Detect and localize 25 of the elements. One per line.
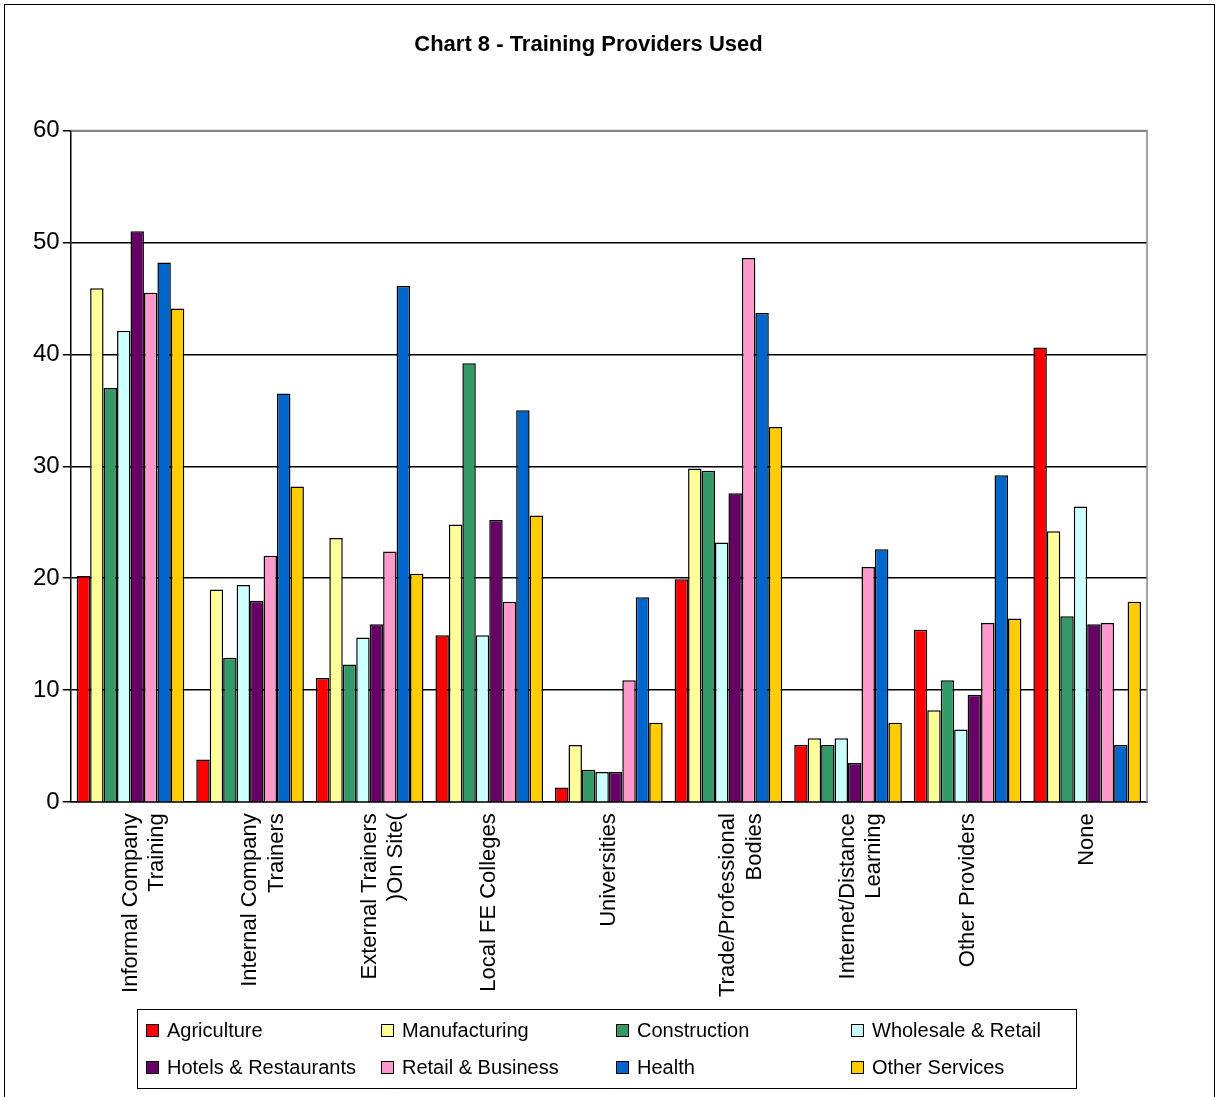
y-tick-label: 20 xyxy=(32,562,60,590)
x-tick-label: Universities xyxy=(594,813,620,927)
legend-label: Retail & Business xyxy=(402,1056,559,1079)
x-tick-label: Informal Company Training xyxy=(116,813,168,993)
legend-label: Construction xyxy=(637,1019,750,1042)
x-tick-label: Other Providers xyxy=(953,813,979,968)
legend-label: Other Services xyxy=(872,1056,1005,1079)
x-tick-label: Internal Company Trainers xyxy=(236,813,288,987)
x-tick-label: Local FE Colleges xyxy=(475,813,501,992)
y-tick-label: 50 xyxy=(32,226,60,254)
legend-label: Manufacturing xyxy=(402,1019,529,1042)
x-tick-label: Internet/Distance Learning xyxy=(834,813,886,980)
y-tick-label: 40 xyxy=(32,338,60,366)
y-tick-label: 0 xyxy=(46,786,60,814)
y-tick-label: 10 xyxy=(32,674,60,702)
chart-title: Chart 8 - Training Providers Used xyxy=(414,31,763,57)
x-tick-label: None xyxy=(1073,813,1099,866)
y-tick-label: 30 xyxy=(32,450,60,478)
y-tick-label: 60 xyxy=(32,115,60,143)
legend-label: Health xyxy=(637,1056,695,1079)
x-tick-label: Trade/Professional Bodies xyxy=(714,813,766,998)
legend-label: Hotels & Restaurants xyxy=(167,1056,356,1079)
legend-label: Wholesale & Retail xyxy=(872,1019,1041,1042)
legend-label: Agriculture xyxy=(167,1019,263,1042)
x-tick-label: External Trainers )On Site( xyxy=(355,812,408,980)
